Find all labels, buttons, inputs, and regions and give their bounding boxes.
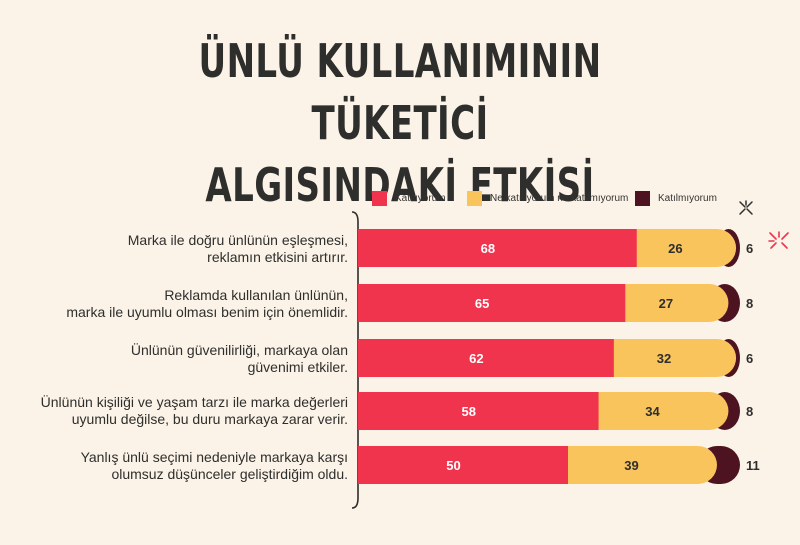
data-label-agree: 65 [475, 296, 489, 311]
category-label-line: marka ile uyumlu olması benim için öneml… [66, 304, 348, 320]
legend-label-neutral: Ne katılıyorum ne katılmıyorum [490, 192, 629, 204]
category-label-line: Marka ile doğru ünlünün eşleşmesi, [127, 232, 348, 248]
data-label-neutral: 34 [645, 404, 660, 419]
data-label-disagree: 6 [746, 241, 753, 256]
category-label: Yanlış ünlü seçimi nedeniyle markaya kar… [0, 449, 348, 483]
data-label-agree: 50 [446, 458, 460, 473]
data-label-disagree: 8 [746, 404, 753, 419]
data-label-disagree: 11 [746, 458, 760, 473]
sparkle-icon [739, 200, 753, 215]
data-label-disagree: 6 [746, 351, 753, 366]
data-label-neutral: 32 [657, 351, 671, 366]
category-label-line: güvenimi etkiler. [247, 359, 348, 375]
category-label-line: Yanlış ünlü seçimi nedeniyle markaya kar… [80, 449, 348, 465]
data-label-agree: 62 [469, 351, 483, 366]
chart-title-line-1: ÜNLÜ KULLANIMININ TÜKETİCİ [198, 34, 602, 150]
category-label-line: Ünlünün güvenilirliği, markaya olan [130, 342, 348, 358]
bar-segment-neutral [594, 339, 737, 377]
legend-swatch-agree [372, 190, 387, 206]
data-label-neutral: 27 [659, 296, 673, 311]
category-label-line: uyumlu değilse, bu duru markaya zarar ve… [71, 411, 348, 427]
legend-label-agree: Katılıyorum [395, 192, 446, 204]
bar-segment-neutral [549, 446, 717, 484]
legend-item-neutral: Ne katılıyorum ne katılmıyorum [467, 190, 628, 206]
bar-segment-agree [358, 339, 614, 377]
sparkle-icon [768, 231, 789, 249]
legend-swatch-neutral [467, 190, 482, 206]
data-label-agree: 68 [481, 241, 495, 256]
category-label-line: reklamın etkisini artırır. [207, 249, 348, 265]
bar-segment-agree [358, 446, 568, 484]
legend-label-disagree: Katılmıyorum [658, 192, 717, 204]
bar-segment-agree [358, 229, 637, 267]
bar-segment-agree [358, 392, 599, 430]
data-label-neutral: 39 [624, 458, 638, 473]
bar-segment-neutral [617, 229, 737, 267]
chart-title: ÜNLÜ KULLANIMININ TÜKETİCİ ALGISINDAKİ E… [104, 30, 696, 216]
bar-segment-agree [358, 284, 626, 322]
category-label-line: Reklamda kullanılan ünlünün, [164, 287, 348, 303]
legend-item-disagree: Katılmıyorum [635, 190, 717, 206]
category-label: Ünlünün güvenilirliği, markaya olan güve… [0, 342, 348, 376]
bar-segment-neutral [579, 392, 729, 430]
category-label: Ünlünün kişiliği ve yaşam tarzı ile mark… [0, 394, 348, 428]
category-label: Marka ile doğru ünlünün eşleşmesi, rekla… [0, 232, 348, 266]
category-label-line: Ünlünün kişiliği ve yaşam tarzı ile mark… [40, 394, 348, 410]
data-label-disagree: 8 [746, 296, 753, 311]
legend-item-agree: Katılıyorum [372, 190, 446, 206]
category-label: Reklamda kullanılan ünlünün, marka ile u… [0, 287, 348, 321]
data-label-agree: 58 [462, 404, 476, 419]
data-label-neutral: 26 [668, 241, 682, 256]
legend-swatch-disagree [635, 190, 650, 206]
chart-title-line-2: ALGISINDAKİ ETKİSİ [205, 158, 595, 212]
bar-segment-neutral [606, 284, 729, 322]
category-label-line: olumsuz düşünceler geliştirdiğim oldu. [111, 466, 348, 482]
